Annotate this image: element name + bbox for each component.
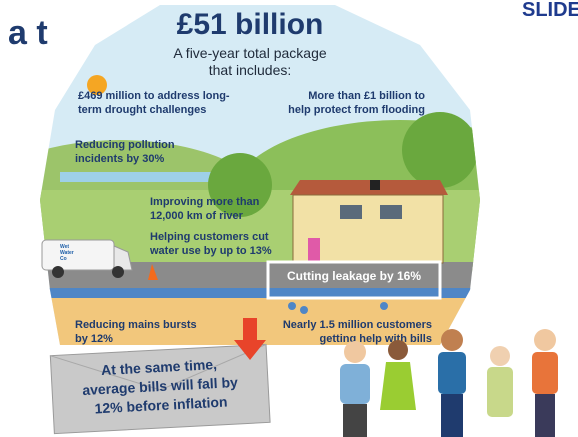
person-body (340, 364, 370, 404)
chimney (370, 180, 380, 190)
person-head (534, 329, 556, 351)
drop (288, 302, 296, 310)
people (340, 329, 558, 437)
person-head (441, 329, 463, 351)
roof (290, 180, 448, 195)
item-text: help protect from flooding (288, 104, 425, 116)
person-body (532, 352, 558, 394)
van-label: Co (60, 256, 67, 262)
tree (402, 112, 478, 188)
item-text: £469 million to address long- (78, 90, 230, 102)
item-text: water use by up to 13% (149, 245, 272, 257)
person-legs (343, 404, 367, 437)
person-head (388, 340, 408, 360)
item-text: by 12% (75, 333, 113, 345)
item-text: Improving more than (150, 196, 260, 208)
item-text: Nearly 1.5 million customers (283, 319, 432, 331)
person-head (490, 346, 510, 366)
item-text: Reducing mains bursts (75, 319, 197, 331)
headline: £51 billion (177, 8, 324, 41)
item-text: 12,000 km of river (150, 210, 244, 222)
person-body (380, 362, 416, 410)
person-legs (535, 394, 555, 437)
house (290, 180, 448, 263)
person-body (438, 352, 466, 394)
van-body (42, 240, 114, 270)
wheel (52, 266, 64, 278)
item-text: Helping customers cut (150, 231, 269, 243)
door (308, 238, 320, 263)
item-text: incidents by 30% (75, 153, 164, 165)
person-head (344, 341, 366, 363)
person-body (487, 367, 513, 417)
slide-corner-label: SLIDE (522, 0, 578, 21)
window (340, 205, 362, 219)
slide-title-fragment: a t (8, 14, 48, 52)
item-text: term drought challenges (78, 104, 206, 116)
subtitle: A five-year total package (173, 45, 327, 61)
wheel (112, 266, 124, 278)
item-text: getting help with bills (320, 333, 432, 345)
body: a t SLIDE Wet Water Co £51 billion (0, 0, 578, 437)
subtitle: that includes: (209, 62, 292, 78)
page: {"slide": {"title_fragment": "a t", "cor… (0, 0, 578, 437)
callout: At the same time, average bills will fal… (50, 344, 270, 433)
item-text: Cutting leakage by 16% (287, 269, 421, 283)
item-text: More than £1 billion to (308, 90, 425, 102)
drop (300, 306, 308, 314)
person-legs (441, 394, 463, 437)
drop (380, 302, 388, 310)
window (380, 205, 402, 219)
item-text: Reducing pollution (75, 139, 175, 151)
slide: a t SLIDE Wet Water Co £51 billion (0, 0, 578, 437)
